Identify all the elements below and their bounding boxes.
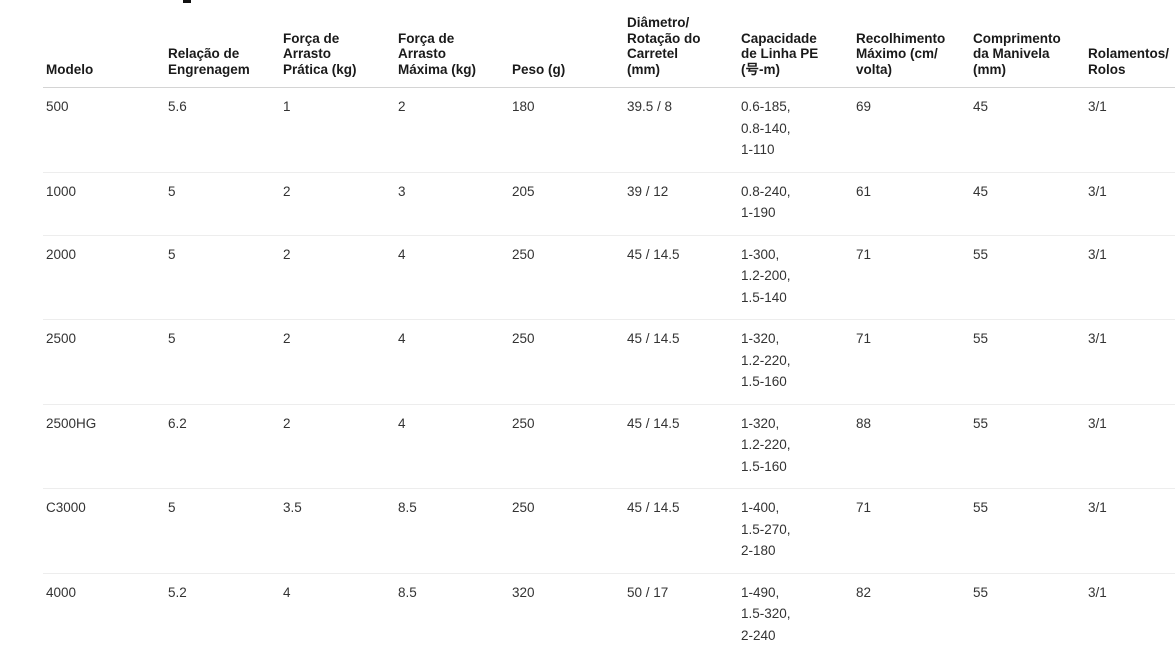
cell-forca-arrasto-pratica: 4 xyxy=(283,584,291,600)
cell-forca-arrasto-pratica: 3.5 xyxy=(280,488,395,574)
cell-capacidade-linha-pe: 0.6-185, 0.8-140, 1-110 xyxy=(738,87,853,173)
cell-capacidade-linha-pe: 1-320, 1.2-220, 1.5-160 xyxy=(738,319,853,405)
cell-forca-arrasto-maxima: 8.5 xyxy=(398,584,417,600)
header-forca-arrasto-maxima: Força de Arrasto Máxima (kg) xyxy=(395,0,509,88)
cell-peso: 180 xyxy=(509,87,624,173)
cell-peso: 205 xyxy=(509,172,624,236)
cell-comprimento-manivela: 55 xyxy=(970,488,1085,574)
cell-peso: 250 xyxy=(509,319,624,405)
cell-capacidade-linha-pe: 1-400, 1.5-270, 2-180 xyxy=(738,488,853,574)
cell-rolamentos-rolos: 3/1 xyxy=(1085,235,1175,320)
cell-rolamentos-rolos: 3/1 xyxy=(1085,404,1175,489)
cell-forca-arrasto-pratica: 1 xyxy=(280,87,395,173)
header-capacidade-linha-pe: Capacidade de Linha PE (号-m) xyxy=(738,0,853,88)
cell-capacidade-linha-pe: 1-300, 1.2-200, 1.5-140 xyxy=(738,235,853,320)
cell-rolamentos-rolos: 3/1 xyxy=(1085,319,1175,405)
cell-relacao-engrenagem: 6.2 xyxy=(165,404,280,489)
table-row: C3000 5 3.5 8.5 250 45 / 14.5 1-400, 1.5… xyxy=(43,488,1175,574)
cell-relacao-engrenagem: 5.2 xyxy=(168,584,187,600)
cell-rolamentos-rolos: 3/1 xyxy=(1085,172,1175,236)
cell-diametro-rotacao-carretel: 45 / 14.5 xyxy=(624,488,738,574)
cell-forca-arrasto-maxima: 4 xyxy=(395,404,509,489)
cell-rolamentos-rolos: 3/1 xyxy=(1088,584,1107,600)
header-forca-arrasto-pratica: Força de Arrasto Prática (kg) xyxy=(280,0,395,88)
cell-diametro-rotacao-carretel: 50 / 17 xyxy=(627,584,669,600)
cell-modelo: 500 xyxy=(43,87,165,173)
cell-relacao-engrenagem: 5 xyxy=(165,235,280,320)
header-relacao-engrenagem: Relação de Engrenagem xyxy=(165,0,280,88)
cell-forca-arrasto-pratica: 2 xyxy=(280,172,395,236)
cell-recolhimento-maximo: 71 xyxy=(853,235,970,320)
cell-relacao-engrenagem: 5 xyxy=(165,319,280,405)
cell-modelo: 4000 xyxy=(46,584,77,600)
cell-peso: 250 xyxy=(509,404,624,489)
cell-recolhimento-maximo: 69 xyxy=(853,87,970,173)
cell-forca-arrasto-maxima: 4 xyxy=(395,235,509,320)
cell-rolamentos-rolos: 3/1 xyxy=(1085,87,1175,173)
reel-spec-table: Modelo Relação de Engrenagem Força de Ar… xyxy=(43,0,1175,652)
page-title-cutoff-fragment xyxy=(183,0,191,3)
cell-forca-arrasto-pratica: 2 xyxy=(280,404,395,489)
cell-recolhimento-maximo: 71 xyxy=(853,488,970,574)
cell-rolamentos-rolos: 3/1 xyxy=(1085,488,1175,574)
cell-comprimento-manivela: 45 xyxy=(970,172,1085,236)
cell-forca-arrasto-pratica: 2 xyxy=(280,319,395,405)
cell-diametro-rotacao-carretel: 39 / 12 xyxy=(624,172,738,236)
cell-comprimento-manivela: 55 xyxy=(970,319,1085,405)
cell-capacidade-linha-pe: 0.8-240, 1-190 xyxy=(738,172,853,236)
cell-comprimento-manivela: 55 xyxy=(973,584,989,600)
header-modelo: Modelo xyxy=(43,0,165,88)
cell-forca-arrasto-maxima: 2 xyxy=(395,87,509,173)
cell-comprimento-manivela: 45 xyxy=(970,87,1085,173)
cell-peso: 320 xyxy=(512,584,535,600)
header-recolhimento-maximo: Recolhimento Máximo (cm/ volta) xyxy=(853,0,970,88)
cell-diametro-rotacao-carretel: 39.5 / 8 xyxy=(624,87,738,173)
table-row: 2000 5 2 4 250 45 / 14.5 1-300, 1.2-200,… xyxy=(43,235,1175,320)
cell-peso: 250 xyxy=(509,488,624,574)
cell-relacao-engrenagem: 5.6 xyxy=(165,87,280,173)
header-diametro-rotacao-carretel: Diâmetro/ Rotação do Carretel (mm) xyxy=(624,0,738,88)
header-rolamentos-rolos: Rolamentos/ Rolos xyxy=(1085,0,1175,88)
cell-forca-arrasto-maxima: 4 xyxy=(395,319,509,405)
header-comprimento-manivela: Comprimento da Manivela (mm) xyxy=(970,0,1085,88)
table-row: 2500HG 6.2 2 4 250 45 / 14.5 1-320, 1.2-… xyxy=(43,404,1175,489)
cell-diametro-rotacao-carretel: 45 / 14.5 xyxy=(624,319,738,405)
cell-modelo: 2500 xyxy=(43,319,165,405)
table-row: 1000 5 2 3 205 39 / 12 0.8-240, 1-190 61… xyxy=(43,172,1175,236)
cell-capacidade-linha-pe: 1-490, 1.5-320, 2-240 xyxy=(741,584,791,643)
cell-recolhimento-maximo: 82 xyxy=(856,584,872,600)
cell-peso: 250 xyxy=(509,235,624,320)
header-row: Modelo Relação de Engrenagem Força de Ar… xyxy=(43,0,1175,88)
table-row: 2500 5 2 4 250 45 / 14.5 1-320, 1.2-220,… xyxy=(43,319,1175,405)
cell-forca-arrasto-pratica: 2 xyxy=(280,235,395,320)
cell-recolhimento-maximo: 61 xyxy=(853,172,970,236)
cell-modelo: C3000 xyxy=(43,488,165,574)
cell-modelo: 2500HG xyxy=(43,404,165,489)
cell-comprimento-manivela: 55 xyxy=(970,235,1085,320)
cell-forca-arrasto-maxima: 8.5 xyxy=(395,488,509,574)
cell-diametro-rotacao-carretel: 45 / 14.5 xyxy=(624,404,738,489)
cell-diametro-rotacao-carretel: 45 / 14.5 xyxy=(624,235,738,320)
cell-recolhimento-maximo: 88 xyxy=(853,404,970,489)
cell-modelo: 2000 xyxy=(43,235,165,320)
cell-relacao-engrenagem: 5 xyxy=(165,488,280,574)
cell-modelo: 1000 xyxy=(43,172,165,236)
table-row: 4000 5.2 4 8.5 320 50 / 17 1-490, 1.5-32… xyxy=(43,573,1175,652)
cell-forca-arrasto-maxima: 3 xyxy=(395,172,509,236)
table-row: 500 5.6 1 2 180 39.5 / 8 0.6-185, 0.8-14… xyxy=(43,87,1175,173)
cell-comprimento-manivela: 55 xyxy=(970,404,1085,489)
cell-relacao-engrenagem: 5 xyxy=(165,172,280,236)
cell-capacidade-linha-pe: 1-320, 1.2-220, 1.5-160 xyxy=(738,404,853,489)
header-peso: Peso (g) xyxy=(509,0,624,88)
cell-recolhimento-maximo: 71 xyxy=(853,319,970,405)
